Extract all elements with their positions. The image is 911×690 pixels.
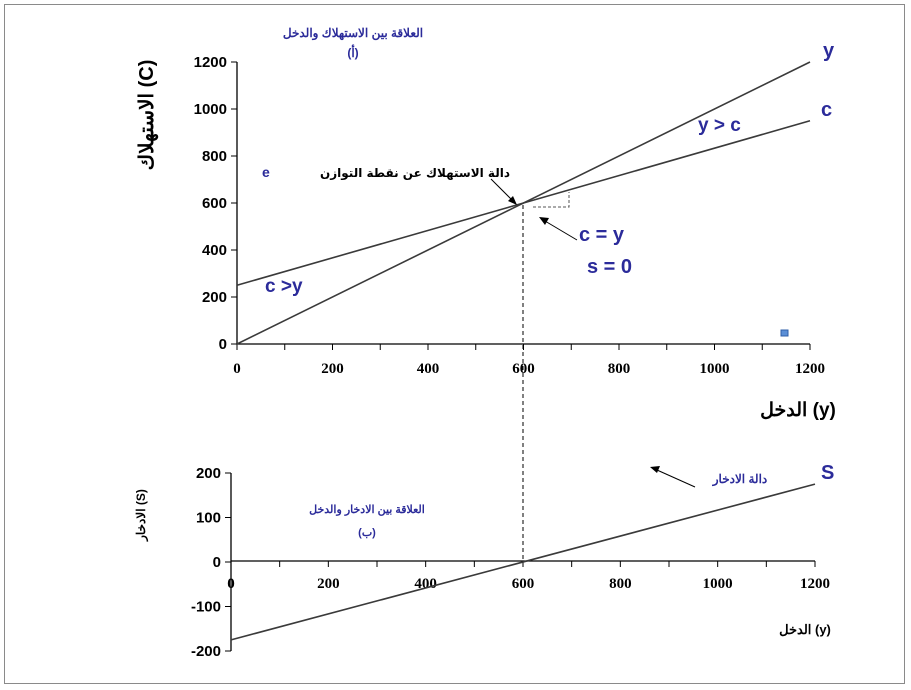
series-lines (230, 483, 816, 641)
series-label-s: S (821, 462, 834, 484)
c-equals-y-arrowhead (539, 217, 549, 225)
c-equals-y-arrow (544, 220, 578, 241)
x-tick-label: 800 (608, 361, 631, 377)
y-axis-title: الادخار (S) (134, 489, 149, 542)
tick-marks (231, 61, 811, 350)
label-c-greater-y: c >y (265, 276, 303, 297)
x-tick-label: 0 (233, 361, 241, 377)
y-tick-label: 0 (213, 554, 221, 571)
chart-title: العلاقة بين الاستهلاك والدخل (283, 26, 423, 41)
label-s-equals-0: s = 0 (587, 256, 632, 278)
x-tick-label: 1000 (700, 361, 730, 377)
label-c-equals-y: c = y (579, 224, 625, 246)
equilibrium-label: دالة الاستهلاك عن نقطة التوازن (320, 166, 510, 181)
y-tick-label: 0 (219, 336, 227, 353)
dashed-helper-box (533, 192, 570, 208)
x-tick-label: 0 (227, 576, 235, 592)
consumption-chart: 0 200 400 600 800 1000 1200 0 200 400 600 800 1000 1… (136, 26, 836, 421)
x-axis-title: الدخل (y) (760, 400, 836, 421)
equilibrium-arrow (490, 178, 514, 202)
equilibrium-arrowhead (508, 196, 517, 205)
x-tick-label: 200 (321, 361, 344, 377)
y-tick-label: 800 (202, 148, 227, 165)
x-tick-label: 400 (414, 576, 437, 592)
series-label-c: c (821, 99, 832, 121)
series-line-c (236, 119, 811, 287)
series-label-y: y (823, 40, 835, 62)
equilibrium-point-label: e (262, 164, 270, 180)
y-tick-label: -200 (191, 643, 221, 660)
y-tick-label: 600 (202, 195, 227, 212)
series-line-s (230, 483, 816, 641)
chart-title: العلاقة بين الادخار والدخل (309, 504, 425, 516)
x-tick-label: 1200 (795, 361, 825, 377)
legend-marker-square (780, 329, 789, 337)
y-axis-title: الاستهلاك (C) (136, 60, 159, 171)
label-y-greater-c: y > c (698, 115, 741, 136)
savings-function-label: دالة الادخار (712, 472, 768, 487)
y-tick-label: 1000 (194, 101, 227, 118)
x-tick-label: 400 (417, 361, 440, 377)
chart-subtitle: (أ) (347, 45, 358, 60)
x-tick-label: 600 (512, 576, 535, 592)
y-tick-label: 1200 (194, 54, 227, 71)
y-tick-labels: 200 100 0 -100 -200 (191, 465, 221, 660)
y-tick-label: 200 (196, 465, 221, 482)
y-tick-label: 100 (196, 510, 221, 527)
x-tick-labels: 0 200 400 600 800 1000 1200 (227, 576, 830, 592)
savings-arrowhead (650, 466, 660, 473)
y-tick-labels: 0 200 400 600 800 1000 1200 (194, 54, 227, 353)
tick-marks (225, 472, 816, 652)
savings-arrow (656, 469, 696, 488)
x-tick-label: 800 (609, 576, 632, 592)
y-tick-label: 400 (202, 242, 227, 259)
chart-subtitle: (ب) (358, 527, 376, 539)
series-lines (236, 61, 811, 345)
x-tick-label: 1000 (703, 576, 733, 592)
y-tick-label: -100 (191, 599, 221, 616)
y-tick-label: 200 (202, 289, 227, 306)
x-tick-label: 1200 (800, 576, 830, 592)
x-tick-label: 200 (317, 576, 340, 592)
x-axis-title: الدخل (y) (779, 622, 831, 637)
